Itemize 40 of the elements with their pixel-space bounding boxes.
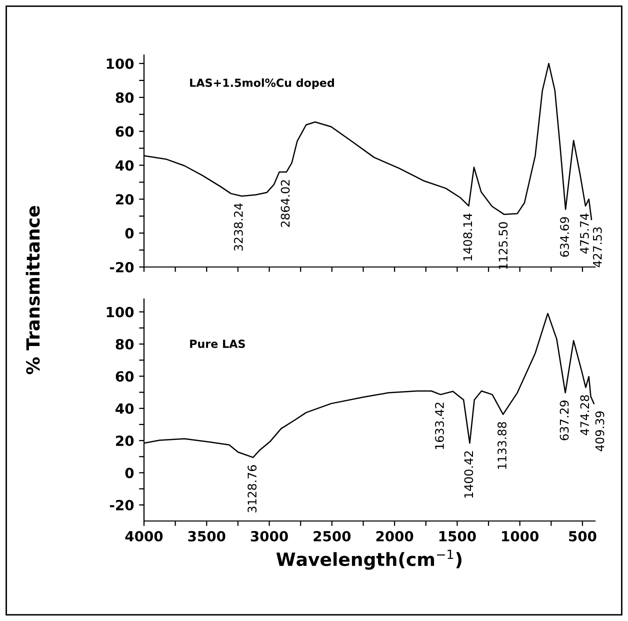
y-tick-label: 60 bbox=[116, 371, 134, 382]
y-tick-label: 100 bbox=[106, 306, 134, 318]
annotation: 1408.14 bbox=[463, 214, 472, 260]
y-tick-label: 0 bbox=[125, 228, 134, 239]
annotation: 1133.88 bbox=[498, 422, 506, 469]
x-tick-label: 1500 bbox=[439, 530, 476, 542]
annotation: 1633.42 bbox=[435, 402, 444, 450]
x-tick-label: 4000 bbox=[125, 530, 163, 542]
y-tick-label: 60 bbox=[116, 126, 134, 137]
annotation: 409.39 bbox=[595, 411, 604, 452]
annotation: 427.53 bbox=[592, 227, 602, 268]
y-tick-label: 40 bbox=[116, 160, 134, 171]
x-tick-label: 500 bbox=[569, 530, 596, 542]
annotation: 1125.50 bbox=[498, 222, 508, 269]
y-tick-label: 0 bbox=[125, 468, 134, 478]
annotation: 2864.02 bbox=[280, 180, 290, 227]
y-tick-label: 80 bbox=[116, 92, 134, 103]
annotation: 1400.42 bbox=[464, 451, 474, 498]
annotation: 637.29 bbox=[560, 400, 569, 440]
annotation: 3238.24 bbox=[234, 203, 243, 251]
y-tick-label: -20 bbox=[110, 500, 134, 510]
y-tick-label: 20 bbox=[116, 436, 134, 446]
y-tick-label: 20 bbox=[116, 194, 134, 205]
x-tick-label: 2500 bbox=[314, 530, 351, 542]
annotation: 475.74 bbox=[580, 214, 589, 254]
y-tick-label: 40 bbox=[116, 403, 134, 414]
annotation: 474.28 bbox=[580, 395, 590, 436]
text: Pure LAS bbox=[190, 340, 245, 348]
annotation: 3128.76 bbox=[248, 465, 257, 512]
x-tick-label: 2000 bbox=[376, 530, 414, 542]
x-tick-label: 3500 bbox=[188, 530, 226, 542]
y-tick-label: 80 bbox=[116, 339, 134, 350]
text: LAS+1.5mol%Cu doped bbox=[190, 78, 334, 90]
y-tick-label: -20 bbox=[110, 262, 134, 272]
annotation: 634.69 bbox=[560, 217, 569, 257]
y-tick-label: 100 bbox=[106, 58, 134, 69]
x-axis-title: Wavelength(cm$^{−1}$) bbox=[276, 550, 462, 570]
x-tick-label: 1000 bbox=[502, 530, 538, 542]
x-tick-label: 3000 bbox=[250, 530, 288, 542]
y-axis-title: % Transmittance bbox=[26, 206, 40, 374]
